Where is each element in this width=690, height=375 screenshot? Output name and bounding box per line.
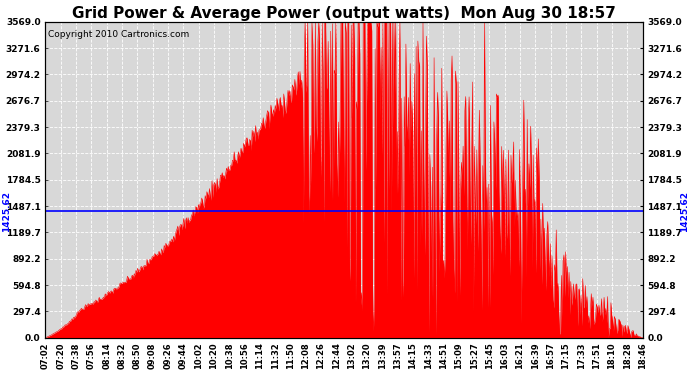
Text: 1425.62: 1425.62	[680, 191, 689, 232]
Text: Copyright 2010 Cartronics.com: Copyright 2010 Cartronics.com	[48, 30, 190, 39]
Title: Grid Power & Average Power (output watts)  Mon Aug 30 18:57: Grid Power & Average Power (output watts…	[72, 6, 616, 21]
Text: 1425.62: 1425.62	[2, 191, 11, 232]
